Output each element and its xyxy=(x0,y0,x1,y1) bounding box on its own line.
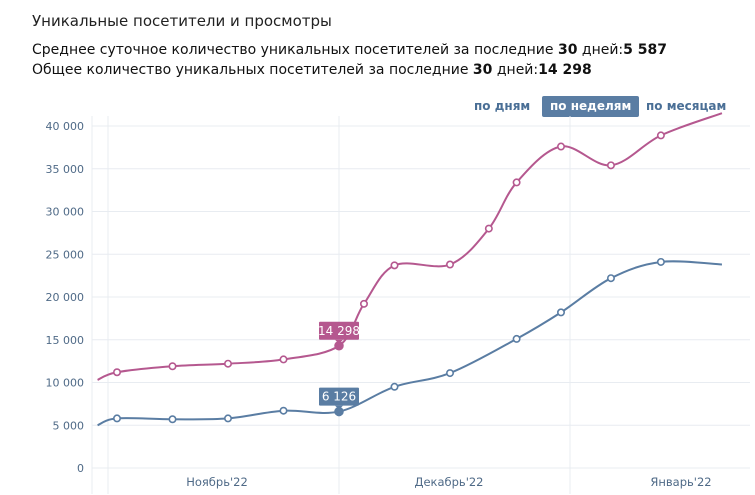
views-data-point xyxy=(279,355,288,364)
visitors-data-point xyxy=(445,369,454,378)
page-title: Уникальные посетители и просмотры xyxy=(32,12,332,30)
tab-by-days[interactable]: по дням xyxy=(474,99,531,113)
views-data-point xyxy=(359,299,368,308)
visitors-tooltip-label: 6 126 xyxy=(322,390,356,404)
views-data-point xyxy=(512,178,521,187)
month-label: Декабрь'22 xyxy=(414,475,483,489)
avg-visitors-label: Среднее суточное количество уникальных п… xyxy=(32,42,554,58)
views-data-point xyxy=(390,261,399,270)
visitors-data-point xyxy=(656,257,665,266)
views-data-point xyxy=(224,359,233,368)
avg-visitors-suffix: дней: xyxy=(581,42,624,58)
visitors-data-point xyxy=(390,382,399,391)
y-tick-label: 20 000 xyxy=(46,291,85,304)
visitors-data-point xyxy=(168,415,177,424)
y-tick-label: 25 000 xyxy=(46,248,85,261)
avg-visitors-days: 30 xyxy=(557,42,578,58)
y-tick-label: 5 000 xyxy=(53,419,85,432)
views-data-point xyxy=(484,224,493,233)
visitors-data-point xyxy=(512,334,521,343)
visitors-tooltip-arrow xyxy=(335,405,343,410)
visitors-data-point xyxy=(279,406,288,415)
y-tick-label: 0 xyxy=(77,462,84,475)
y-tick-label: 15 000 xyxy=(46,334,85,347)
avg-visitors-value: 5 587 xyxy=(623,42,667,58)
tab-by-months[interactable]: по месяцам xyxy=(646,99,727,113)
total-visitors-days: 30 xyxy=(472,62,493,78)
total-visitors-stat: Общее количество уникальных посетителей … xyxy=(32,62,592,78)
visitors-data-point xyxy=(556,308,565,317)
visitors-data-point xyxy=(224,414,233,423)
tab-by-weeks[interactable]: по неделям xyxy=(542,96,640,117)
month-label: Ноябрь'22 xyxy=(186,475,248,489)
views-tooltip-label: 14 298 xyxy=(318,324,360,338)
y-tick-label: 10 000 xyxy=(46,377,85,390)
views-data-point xyxy=(656,131,665,140)
views-data-point xyxy=(445,260,454,269)
views-tooltip-box xyxy=(319,321,359,340)
visitors-data-point xyxy=(606,274,615,283)
views-tooltip-arrow xyxy=(335,339,343,344)
avg-visitors-stat: Среднее суточное количество уникальных п… xyxy=(32,42,667,58)
y-tick-label: 35 000 xyxy=(46,163,85,176)
y-tick-label: 40 000 xyxy=(46,120,85,133)
views-data-point xyxy=(168,362,177,371)
visitors-series-line xyxy=(97,260,722,427)
total-visitors-label: Общее количество уникальных посетителей … xyxy=(32,62,469,78)
views-data-point xyxy=(113,368,122,377)
period-tabs: по дням по неделям по месяцам xyxy=(0,96,755,118)
total-visitors-value: 14 298 xyxy=(538,62,592,78)
visitors-tooltip-box xyxy=(319,387,359,406)
y-tick-label: 30 000 xyxy=(46,206,85,219)
views-data-point xyxy=(556,142,565,151)
views-data-point xyxy=(606,161,615,170)
month-label: Январь'22 xyxy=(650,475,711,489)
total-visitors-suffix: дней: xyxy=(496,62,539,78)
visitors-data-point xyxy=(113,414,122,423)
